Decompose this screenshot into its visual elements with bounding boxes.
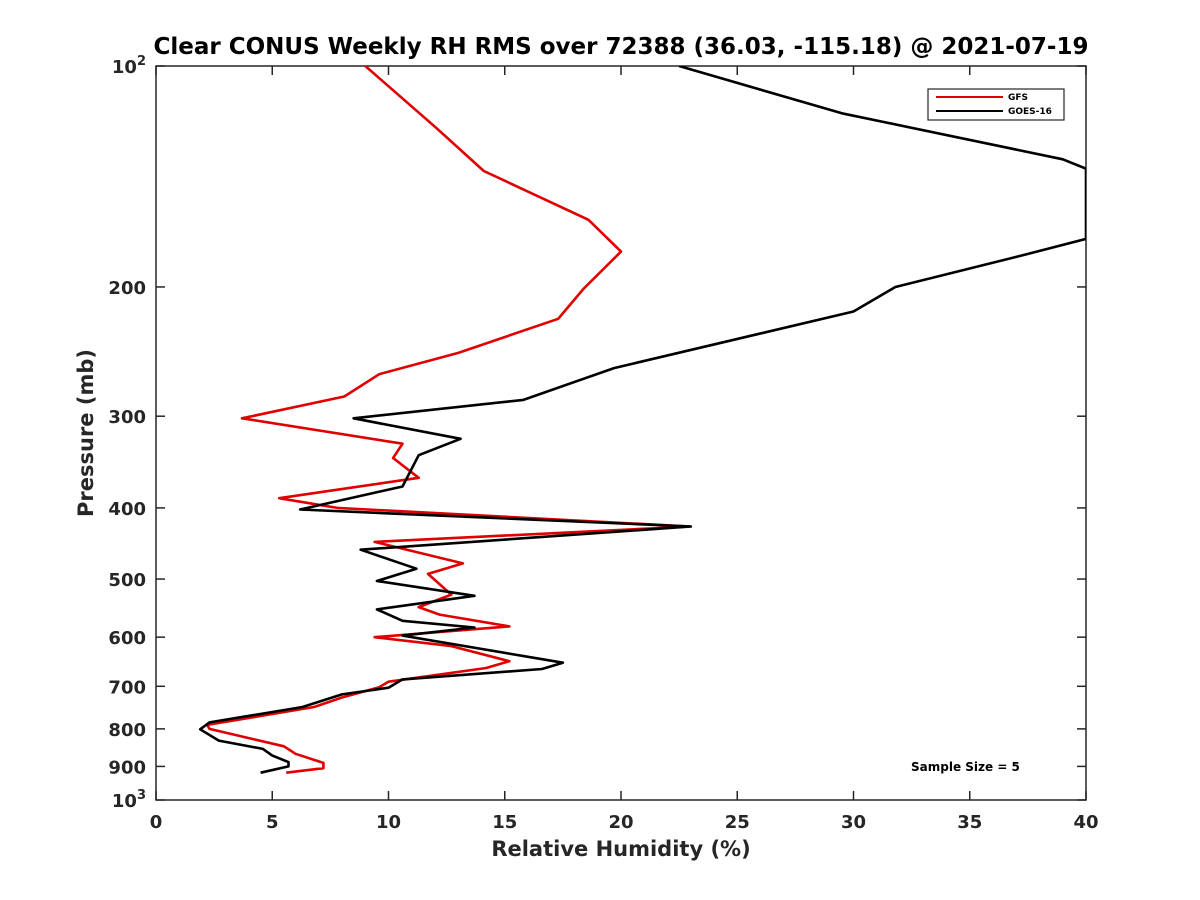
series-line-gfs [205, 66, 693, 774]
x-tick-label: 5 [266, 812, 279, 833]
y-tick-label: 200 [108, 278, 146, 299]
y-axis-label: Pressure (mb) [74, 349, 98, 517]
x-tick-label: 20 [608, 812, 633, 833]
legend-label-goes16: GOES-16 [1008, 107, 1052, 117]
chart-title: Clear CONUS Weekly RH RMS over 72388 (36… [154, 34, 1089, 60]
x-tick-label: 10 [376, 812, 401, 833]
y-tick-label: 800 [108, 720, 146, 741]
x-tick-label: 40 [1073, 812, 1098, 833]
legend-label-gfs: GFS [1008, 93, 1028, 103]
x-tick-label: 30 [841, 812, 866, 833]
x-tick-label: 15 [492, 812, 517, 833]
y-tick-label: 300 [108, 407, 146, 428]
y-tick-label: 700 [108, 677, 146, 698]
y-tick-label: 600 [108, 628, 146, 649]
series-line-goes16 [198, 66, 1086, 774]
legend: GFS GOES-16 [927, 88, 1065, 121]
y-tick-label: 900 [108, 757, 146, 778]
sample-size-annotation: Sample Size = 5 [911, 760, 1020, 774]
x-tick-label: 25 [725, 812, 750, 833]
y-tick-label: 103 [112, 788, 146, 812]
y-tick-label: 102 [112, 54, 146, 78]
x-tick-label: 0 [150, 812, 163, 833]
series-layer [198, 66, 1086, 774]
y-tick-label: 400 [108, 499, 146, 520]
plot-area [155, 65, 1087, 801]
x-tick-label: 35 [957, 812, 982, 833]
legend-box [927, 88, 1065, 121]
y-tick-label: 500 [108, 570, 146, 591]
x-axis-label: Relative Humidity (%) [491, 837, 750, 861]
axes-layer: 0 5 10 15 20 25 30 35 40 102 200 300 400 500 600 700 800… [108, 54, 1098, 833]
